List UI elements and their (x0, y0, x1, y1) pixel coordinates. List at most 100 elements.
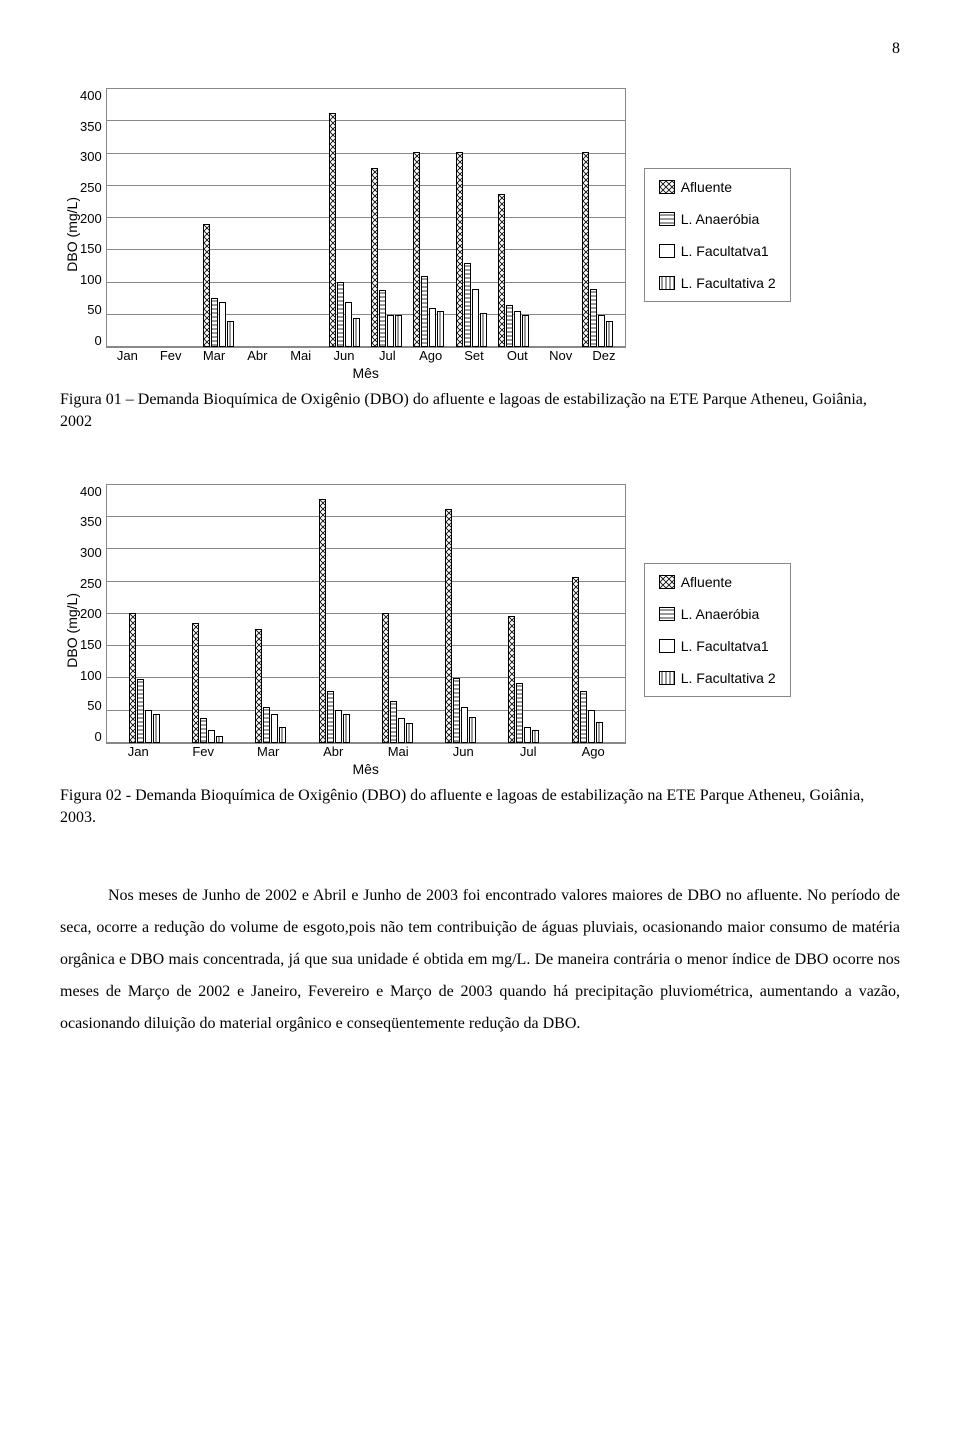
bar (469, 717, 476, 743)
chart1-xlabel: Mês (106, 365, 626, 381)
legend-item: L. Anaeróbia (659, 211, 776, 227)
swatch-icon (659, 575, 675, 589)
bar-group (408, 152, 450, 347)
chart1-legend: Afluente L. Anaeróbia L. Facultatva1 L. … (644, 168, 791, 302)
chart1-yticks: 400350300250200150100500 (80, 88, 106, 348)
page-number: 8 (60, 40, 900, 58)
body-text: Nos meses de Junho de 2002 e Abril e Jun… (60, 880, 900, 1040)
bar (390, 701, 397, 743)
bar (456, 152, 463, 347)
bar (524, 727, 531, 743)
bar (508, 616, 515, 743)
swatch-icon (659, 180, 675, 194)
bar-group (197, 224, 239, 348)
bar (192, 623, 199, 743)
bar (203, 224, 210, 348)
bar (588, 710, 595, 743)
bar (522, 315, 529, 348)
bar-group (113, 613, 176, 743)
bar (429, 308, 436, 347)
body-paragraph: Nos meses de Junho de 2002 e Abril e Jun… (60, 880, 900, 1040)
bar (335, 710, 342, 743)
bar (343, 714, 350, 743)
bar-group (577, 152, 619, 347)
bar (445, 509, 452, 743)
bar (208, 730, 215, 743)
bar (327, 691, 334, 743)
bar-group (239, 629, 302, 743)
legend-item: L. Facultatva1 (659, 638, 776, 654)
bar (606, 321, 613, 347)
bar-group (429, 509, 492, 743)
swatch-icon (659, 607, 675, 621)
bar (580, 691, 587, 743)
chart2-yticks: 400350300250200150100500 (80, 484, 106, 744)
chart1-ylabel: DBO (mg/L) (60, 197, 80, 272)
legend-item: L. Facultativa 2 (659, 670, 776, 686)
bar (406, 723, 413, 743)
bar (480, 313, 487, 347)
bar (345, 302, 352, 348)
bar (506, 305, 513, 347)
bar (598, 315, 605, 348)
bar (387, 315, 394, 348)
legend-label: L. Anaeróbia (681, 606, 760, 622)
legend-label: L. Facultativa 2 (681, 275, 776, 291)
bar (145, 710, 152, 743)
bar (461, 707, 468, 743)
bar-group (176, 623, 239, 743)
bar (413, 152, 420, 347)
bar (329, 113, 336, 347)
chart-1: DBO (mg/L) 400350300250200150100500 JanF… (60, 88, 900, 381)
legend-item: Afluente (659, 574, 776, 590)
bar (255, 629, 262, 743)
bar (337, 282, 344, 347)
bar (514, 311, 521, 347)
caption-1: Figura 01 – Demanda Bioquímica de Oxigên… (60, 389, 900, 434)
legend-label: Afluente (681, 574, 732, 590)
bar (211, 298, 218, 347)
bar (421, 276, 428, 348)
swatch-icon (659, 639, 675, 653)
bar (596, 722, 603, 743)
bar (395, 315, 402, 348)
legend-label: L. Anaeróbia (681, 211, 760, 227)
chart1-plot (106, 88, 626, 348)
bar (398, 718, 405, 743)
chart1-xlabels: JanFevMarAbrMaiJunJulAgoSetOutNovDez (106, 348, 626, 363)
swatch-icon (659, 276, 675, 290)
bar-group (555, 577, 618, 743)
bar (319, 499, 326, 743)
legend-label: L. Facultativa 2 (681, 670, 776, 686)
bar (498, 194, 505, 347)
legend-item: L. Anaeróbia (659, 606, 776, 622)
legend-label: L. Facultatva1 (681, 638, 769, 654)
caption-2: Figura 02 - Demanda Bioquímica de Oxigên… (60, 785, 900, 830)
swatch-icon (659, 212, 675, 226)
bar (227, 321, 234, 347)
bar-group (324, 113, 366, 347)
bar-group (302, 499, 365, 743)
chart2-plot (106, 484, 626, 744)
bar (219, 302, 226, 348)
bar (371, 168, 378, 347)
bar-group (492, 194, 534, 347)
bar-group (450, 152, 492, 347)
bar (472, 289, 479, 348)
legend-label: Afluente (681, 179, 732, 195)
bar (353, 318, 360, 347)
bar (271, 714, 278, 743)
bar (532, 730, 539, 743)
bar (453, 678, 460, 743)
legend-item: Afluente (659, 179, 776, 195)
bar (516, 683, 523, 743)
swatch-icon (659, 244, 675, 258)
bar (129, 613, 136, 743)
bar (200, 718, 207, 743)
bar (379, 290, 386, 347)
legend-label: L. Facultatva1 (681, 243, 769, 259)
bar (263, 707, 270, 743)
legend-item: L. Facultativa 2 (659, 275, 776, 291)
swatch-icon (659, 671, 675, 685)
bar-group (366, 168, 408, 347)
